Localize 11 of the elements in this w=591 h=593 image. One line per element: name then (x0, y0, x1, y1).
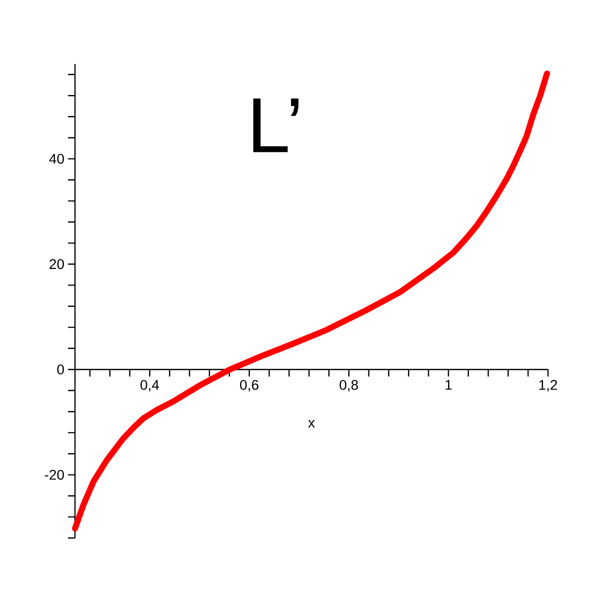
x-tick-label: 0,8 (340, 380, 358, 392)
y-tick-label: 20 (50, 259, 64, 270)
y-tick-label: 0 (57, 364, 64, 374)
chart-title: L’ (253, 98, 298, 152)
x-tick-label: 1,2 (539, 380, 558, 392)
x-tick-label: 1 (446, 380, 452, 390)
x-tick-label: 0,6 (240, 380, 258, 392)
y-tick-label: -20 (44, 470, 64, 480)
x-axis-title: x (308, 420, 315, 428)
y-tick-label: 40 (49, 154, 64, 164)
x-tick-label: 0,4 (140, 380, 160, 392)
